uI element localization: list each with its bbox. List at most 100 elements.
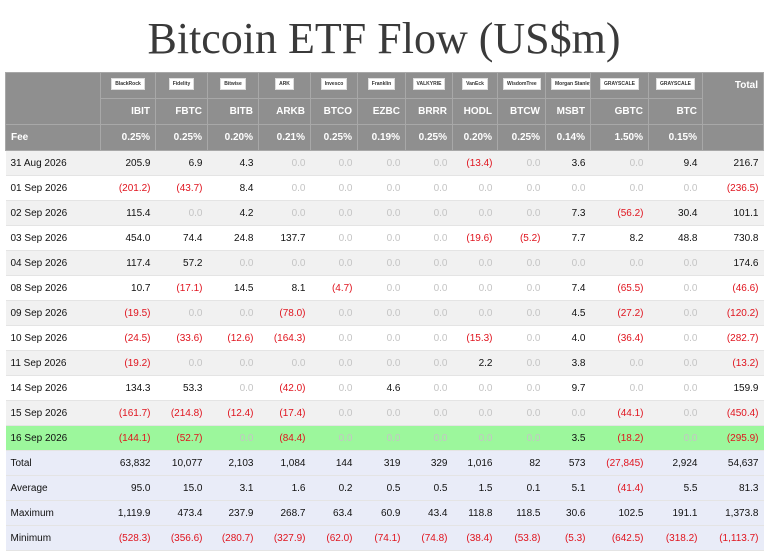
data-row: 03 Sep 2026 454.0 74.4 24.8 137.7 0.0 0.0 0.0 (1… [5,225,764,251]
header-cell [5,72,101,125]
flow-value: 0.0 [497,250,546,276]
flow-value: 216.7 [702,150,764,176]
date: 04 Sep 2026 [5,250,101,276]
summary-value: 5.1 [545,475,591,501]
flow-value: 0.0 [648,250,703,276]
summary-label: Average [5,475,101,501]
summary-value: (53.8) [497,525,546,551]
flow-value: 101.1 [702,200,764,226]
summary-row: Maximum 1,119.9 473.4 237.9 268.7 63.4 60.9 43.… [5,500,764,526]
flow-value: (19.2) [100,350,156,376]
flow-value: 205.9 [100,150,156,176]
date: 15 Sep 2026 [5,400,101,426]
ticker: BTCW [497,98,546,125]
flow-value: (15.3) [452,325,498,351]
flow-value: (161.7) [100,400,156,426]
summary-value: 63.4 [310,500,358,526]
summary-value: (74.8) [405,525,453,551]
flow-value: 0.0 [497,375,546,401]
flow-value: 0.0 [497,325,546,351]
flow-value: 0.0 [310,225,358,251]
flow-value: (19.6) [452,225,498,251]
ticker: BTC [648,98,703,125]
summary-value: (41.4) [590,475,649,501]
flow-value: 0.0 [452,250,498,276]
flow-value: (450.4) [702,400,764,426]
flow-value: 0.0 [452,175,498,201]
flow-value: 0.0 [452,200,498,226]
flow-value: 30.4 [648,200,703,226]
flow-value: 174.6 [702,250,764,276]
summary-value: 5.5 [648,475,703,501]
fund-logo: VALKYRIE [412,78,446,90]
flow-value: 0.0 [497,350,546,376]
flow-value: 0.0 [648,350,703,376]
summary-value: (642.5) [590,525,649,551]
flow-value: 0.0 [207,350,259,376]
data-row: 08 Sep 2026 10.7 (17.1) 14.5 8.1 (4.7) 0.0 0.0 0… [5,275,764,301]
flow-value: 53.3 [155,375,208,401]
flow-value: 0.0 [405,425,453,451]
ticker: BRRR [405,98,453,125]
flow-value: 0.0 [497,200,546,226]
fund-logo: Fidelity [168,78,195,90]
flow-value: 3.5 [545,425,591,451]
summary-value: 60.9 [357,500,406,526]
fee: 0.25% [405,124,453,151]
summary-value: 118.5 [497,500,546,526]
summary-value: 0.1 [497,475,546,501]
flow-value: 0.0 [590,250,649,276]
ticker: IBIT [100,98,156,125]
flow-value: 4.2 [207,200,259,226]
flow-value: 0.0 [497,275,546,301]
flow-value: 8.1 [258,275,311,301]
data-row: 16 Sep 2026 (144.1) (52.7) 0.0 (84.4) 0.0 0.0 0… [5,425,764,451]
flow-value: (46.6) [702,275,764,301]
logo-cell: GRAYSCALE [590,72,649,99]
flow-value: 0.0 [405,300,453,326]
flow-value: 0.0 [452,375,498,401]
fund-logo: BlackRock [111,78,145,90]
flow-value: (164.3) [258,325,311,351]
date: 09 Sep 2026 [5,300,101,326]
fee: 0.25% [100,124,156,151]
flow-value: 159.9 [702,375,764,401]
ticker: EZBC [357,98,406,125]
summary-label: Minimum [5,525,101,551]
fund-logo: ARK [275,78,294,90]
flow-value: 0.0 [207,250,259,276]
flow-value: 7.4 [545,275,591,301]
ticker: BITB [207,98,259,125]
summary-value: 82 [497,450,546,476]
flow-value: 0.0 [357,225,406,251]
page-title: Bitcoin ETF Flow (US$m) [147,14,621,63]
date: 16 Sep 2026 [5,425,101,451]
summary-value: 473.4 [155,500,208,526]
flow-value: 0.0 [590,375,649,401]
flow-value: 0.0 [258,200,311,226]
fund-logo: GRAYSCALE [600,78,639,90]
flow-value: 9.7 [545,375,591,401]
flow-value: 3.6 [545,150,591,176]
flow-value: 0.0 [648,425,703,451]
flow-value: 4.5 [545,300,591,326]
flow-value: 0.0 [648,300,703,326]
fund-logo: Franklin [367,78,396,90]
fund-logo: GRAYSCALE [656,78,695,90]
flow-value: 0.0 [310,425,358,451]
flow-value: (44.1) [590,400,649,426]
date: 01 Sep 2026 [5,175,101,201]
logo-cell: ARK [258,72,311,99]
flow-value: 0.0 [155,300,208,326]
date: 08 Sep 2026 [5,275,101,301]
summary-value: (1,113.7) [702,525,764,551]
date: 14 Sep 2026 [5,375,101,401]
summary-row: Total 63,832 10,077 2,103 1,084 144 319 329 1,01… [5,450,764,476]
fee: 0.14% [545,124,591,151]
summary-value: 329 [405,450,453,476]
flow-value: 0.0 [497,175,546,201]
flow-value: (19.5) [100,300,156,326]
flow-value: 0.0 [648,325,703,351]
logo-cell: Fidelity [155,72,208,99]
